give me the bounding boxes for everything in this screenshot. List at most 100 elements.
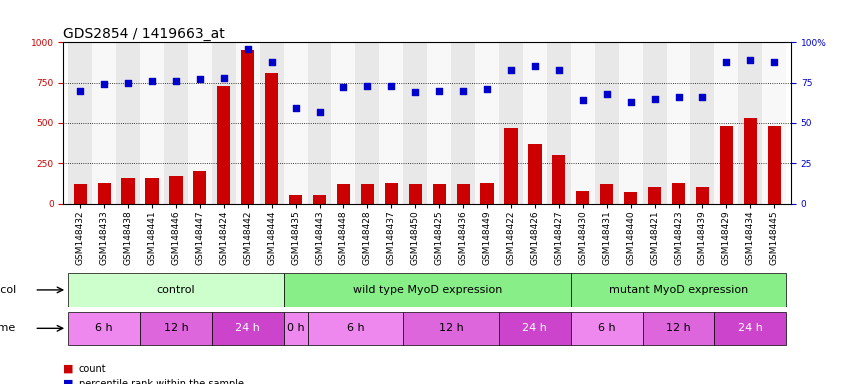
Bar — [432, 184, 446, 204]
Bar — [499, 42, 523, 204]
Point — [767, 58, 781, 65]
Bar — [618, 42, 643, 204]
Point — [744, 57, 757, 63]
Bar — [265, 73, 278, 204]
Point — [74, 88, 87, 94]
Point — [720, 58, 733, 65]
Bar — [595, 42, 618, 204]
Bar — [714, 312, 786, 345]
Bar — [379, 42, 404, 204]
Bar — [164, 42, 188, 204]
Bar — [289, 195, 302, 204]
Bar — [308, 312, 404, 345]
Point — [337, 84, 350, 91]
Bar — [385, 182, 398, 204]
Bar — [409, 184, 422, 204]
Bar — [720, 126, 733, 204]
Bar — [217, 86, 230, 204]
Bar — [672, 182, 685, 204]
Bar — [283, 42, 308, 204]
Bar — [116, 42, 140, 204]
Point — [695, 94, 709, 100]
Bar — [523, 42, 547, 204]
Bar — [69, 312, 140, 345]
Bar — [355, 42, 379, 204]
Bar — [624, 192, 637, 204]
Text: 24 h: 24 h — [738, 323, 763, 333]
Bar — [739, 42, 762, 204]
Bar — [427, 42, 451, 204]
Bar — [122, 178, 135, 204]
Bar — [762, 42, 786, 204]
Bar — [475, 42, 499, 204]
Text: percentile rank within the sample: percentile rank within the sample — [79, 379, 244, 384]
Bar — [193, 171, 206, 204]
Bar — [332, 42, 355, 204]
Point — [409, 89, 422, 95]
Text: 12 h: 12 h — [163, 323, 189, 333]
Point — [600, 91, 613, 97]
Text: 12 h: 12 h — [439, 323, 464, 333]
Bar — [571, 312, 643, 345]
Bar — [69, 273, 283, 306]
Bar — [648, 187, 662, 204]
Bar — [308, 42, 332, 204]
Bar — [283, 273, 571, 306]
Text: 24 h: 24 h — [235, 323, 261, 333]
Bar — [140, 42, 164, 204]
Bar — [97, 182, 111, 204]
Bar — [236, 42, 260, 204]
Bar — [547, 42, 571, 204]
Point — [169, 78, 183, 84]
Bar — [283, 312, 308, 345]
Point — [481, 86, 494, 92]
Text: ■: ■ — [63, 364, 74, 374]
Bar — [212, 312, 283, 345]
Bar — [714, 42, 739, 204]
Bar — [744, 118, 757, 204]
Bar — [499, 312, 571, 345]
Bar — [667, 42, 690, 204]
Bar — [360, 184, 374, 204]
Bar — [140, 312, 212, 345]
Bar — [504, 128, 518, 204]
Text: control: control — [157, 285, 195, 295]
Point — [456, 88, 470, 94]
Bar — [337, 184, 350, 204]
Text: wild type MyoD expression: wild type MyoD expression — [353, 285, 502, 295]
Bar — [451, 42, 475, 204]
Point — [360, 83, 374, 89]
Text: 0 h: 0 h — [287, 323, 305, 333]
Point — [217, 74, 231, 81]
Point — [193, 76, 206, 83]
Point — [576, 97, 590, 103]
Bar — [260, 42, 283, 204]
Point — [552, 66, 566, 73]
Bar — [457, 184, 470, 204]
Point — [241, 46, 255, 52]
Bar — [404, 42, 427, 204]
Text: protocol: protocol — [0, 285, 16, 295]
Point — [624, 99, 637, 105]
Point — [385, 83, 398, 89]
Bar — [92, 42, 116, 204]
Bar — [212, 42, 236, 204]
Bar — [643, 312, 714, 345]
Bar — [241, 50, 255, 204]
Text: 6 h: 6 h — [347, 323, 365, 333]
Point — [97, 81, 111, 87]
Bar — [552, 155, 565, 204]
Point — [672, 94, 685, 100]
Bar — [690, 42, 714, 204]
Text: mutant MyoD expression: mutant MyoD expression — [609, 285, 748, 295]
Bar — [767, 126, 781, 204]
Point — [313, 109, 327, 115]
Point — [504, 66, 518, 73]
Text: 12 h: 12 h — [666, 323, 691, 333]
Bar — [146, 178, 158, 204]
Bar — [600, 184, 613, 204]
Text: 24 h: 24 h — [523, 323, 547, 333]
Point — [121, 79, 135, 86]
Bar — [576, 190, 590, 204]
Text: GDS2854 / 1419663_at: GDS2854 / 1419663_at — [63, 27, 225, 41]
